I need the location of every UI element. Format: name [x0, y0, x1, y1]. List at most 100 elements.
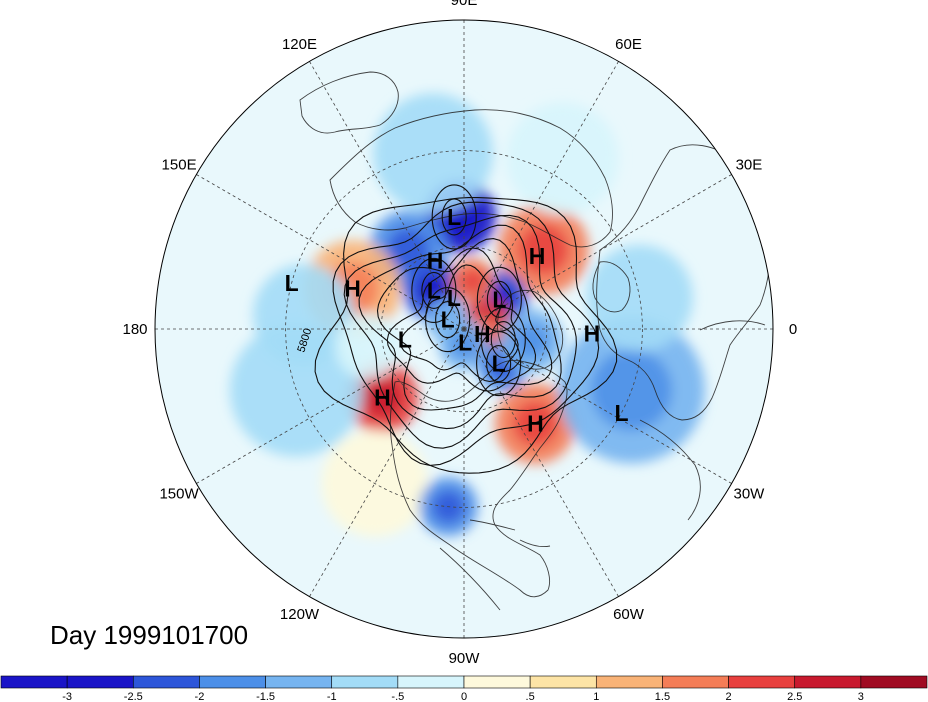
- longitude-labels: 90E 60E 30E 0 30W 60W 90W 120W 150W 180 150E 120E: [122, 0, 797, 667]
- colorbar-box-8: [529, 675, 597, 689]
- anomaly-core-20: [514, 323, 549, 359]
- anomaly-core-13: [513, 401, 558, 446]
- closed-low-inner-2: [486, 280, 512, 318]
- low-label-11: L: [458, 329, 472, 355]
- closed-low-1: [411, 257, 457, 323]
- colorbar-tick-0: -3: [62, 691, 72, 702]
- contour-ring-5: [332, 201, 600, 466]
- closed-low-inner-0: [441, 198, 467, 236]
- anomaly-blob-22: [335, 312, 402, 379]
- high-label-15: H: [527, 411, 544, 437]
- longitude-label-9: 180: [122, 321, 147, 338]
- colorbar-box-7: [463, 675, 531, 689]
- closed-low-inner-5: [490, 320, 516, 359]
- colorbar: -3 -2.5 -2 -1.5 -1 -.5 0 .5 1 1.5 2 2.5 3: [0, 675, 928, 702]
- longitude-label-5: 60W: [613, 606, 645, 623]
- closed-low-0: [431, 184, 477, 250]
- low-label-16: L: [614, 400, 628, 426]
- anomaly-core-2: [518, 224, 569, 275]
- colorbar-tick-8: 1: [593, 691, 599, 702]
- day-title: Day 1999101700: [50, 620, 249, 650]
- colorbar-box-11: [728, 675, 796, 689]
- colorbar-tick-6: 0: [461, 691, 467, 702]
- colorbar-tick-9: 1.5: [655, 691, 670, 702]
- high-label-4: H: [344, 275, 361, 301]
- contour-ring-1: [386, 247, 537, 392]
- longitude-label-11: 120E: [282, 36, 317, 53]
- anomaly-blob-23: [506, 102, 619, 215]
- colorbar-tick-2: -2: [195, 691, 205, 702]
- colorbar-box-6: [397, 675, 465, 689]
- low-label-0: L: [447, 204, 461, 230]
- low-label-14: L: [492, 351, 506, 377]
- longitude-label-3: 0: [789, 321, 797, 338]
- colorbar-box-5: [331, 675, 399, 689]
- contour-ring-2: [376, 238, 553, 411]
- longitude-label-2: 30E: [736, 157, 763, 174]
- colorbar-tick-3: -1.5: [256, 691, 275, 702]
- colorbar-tick-12: 3: [858, 691, 864, 702]
- colorbar-box-12: [794, 675, 862, 689]
- latitude-circle-30: [285, 150, 643, 508]
- anomaly-blob-15: [586, 244, 694, 352]
- north-america-coast: [389, 360, 568, 598]
- east-asia-coast: [299, 71, 399, 134]
- scandinavia-coast: [592, 261, 631, 313]
- colorbar-tick-4: -1: [327, 691, 337, 702]
- colorbar-tick-1: -2.5: [124, 691, 143, 702]
- latitude-circle-60: [380, 245, 548, 413]
- longitude-label-4: 30W: [734, 486, 766, 503]
- anomaly-core-1: [386, 228, 430, 271]
- colorbar-box-0: [0, 675, 68, 689]
- closed-low-inner-1: [421, 271, 447, 309]
- contour-ring-4: [343, 214, 577, 449]
- low-label-7: L: [492, 286, 506, 312]
- colorbar-box-2: [132, 675, 200, 689]
- colorbar-tick-7: .5: [526, 691, 535, 702]
- caribbean-coast: [439, 519, 551, 611]
- colorbar-box-1: [66, 675, 134, 689]
- contour-ring-3: [358, 224, 562, 430]
- high-label-13: H: [374, 384, 391, 410]
- low-label-9: L: [441, 307, 455, 333]
- longitude-label-0: 90E: [451, 0, 478, 9]
- map-border: [154, 19, 774, 639]
- longitude-label-10: 150E: [162, 157, 197, 174]
- longitude-label-7: 120W: [280, 606, 320, 623]
- eurasia-coast: [596, 144, 771, 421]
- longitude-label-6: 90W: [449, 650, 481, 667]
- high-label-8: H: [474, 321, 491, 347]
- asia-coast: [329, 109, 613, 248]
- closed-low-inner-3: [435, 301, 461, 339]
- colorbar-box-9: [595, 675, 663, 689]
- low-label-10: L: [398, 326, 412, 352]
- closed-low-4: [476, 331, 522, 397]
- anomaly-core-10: [450, 331, 478, 359]
- contour-ring-6: [314, 197, 618, 474]
- colorbar-tick-5: -.5: [391, 691, 404, 702]
- colorbar-box-3: [199, 675, 266, 689]
- anomaly-blob-17: [252, 264, 355, 366]
- africa-coast: [639, 320, 766, 521]
- closed-low-5: [480, 306, 526, 373]
- low-label-3: L: [285, 270, 299, 296]
- colorbar-tick-11: 2.5: [787, 691, 802, 702]
- graticule: [155, 20, 773, 638]
- closed-low-3: [425, 287, 471, 353]
- anomaly-blob-21: [373, 93, 494, 214]
- low-label-5: L: [427, 277, 441, 303]
- colorbar-box-4: [265, 675, 333, 689]
- low-label-6: L: [447, 285, 461, 311]
- colorbar-box-10: [662, 675, 729, 689]
- high-label-1: H: [427, 248, 444, 274]
- colorbar-tick-10: 2: [726, 691, 732, 702]
- map-disk: [155, 20, 773, 638]
- longitude-label-1: 60E: [615, 36, 642, 53]
- high-label-12: H: [584, 320, 601, 346]
- colorbar-box-13: [860, 675, 928, 689]
- height-contours: [314, 184, 618, 474]
- high-label-2: H: [529, 243, 546, 269]
- longitude-label-8: 150W: [159, 486, 199, 503]
